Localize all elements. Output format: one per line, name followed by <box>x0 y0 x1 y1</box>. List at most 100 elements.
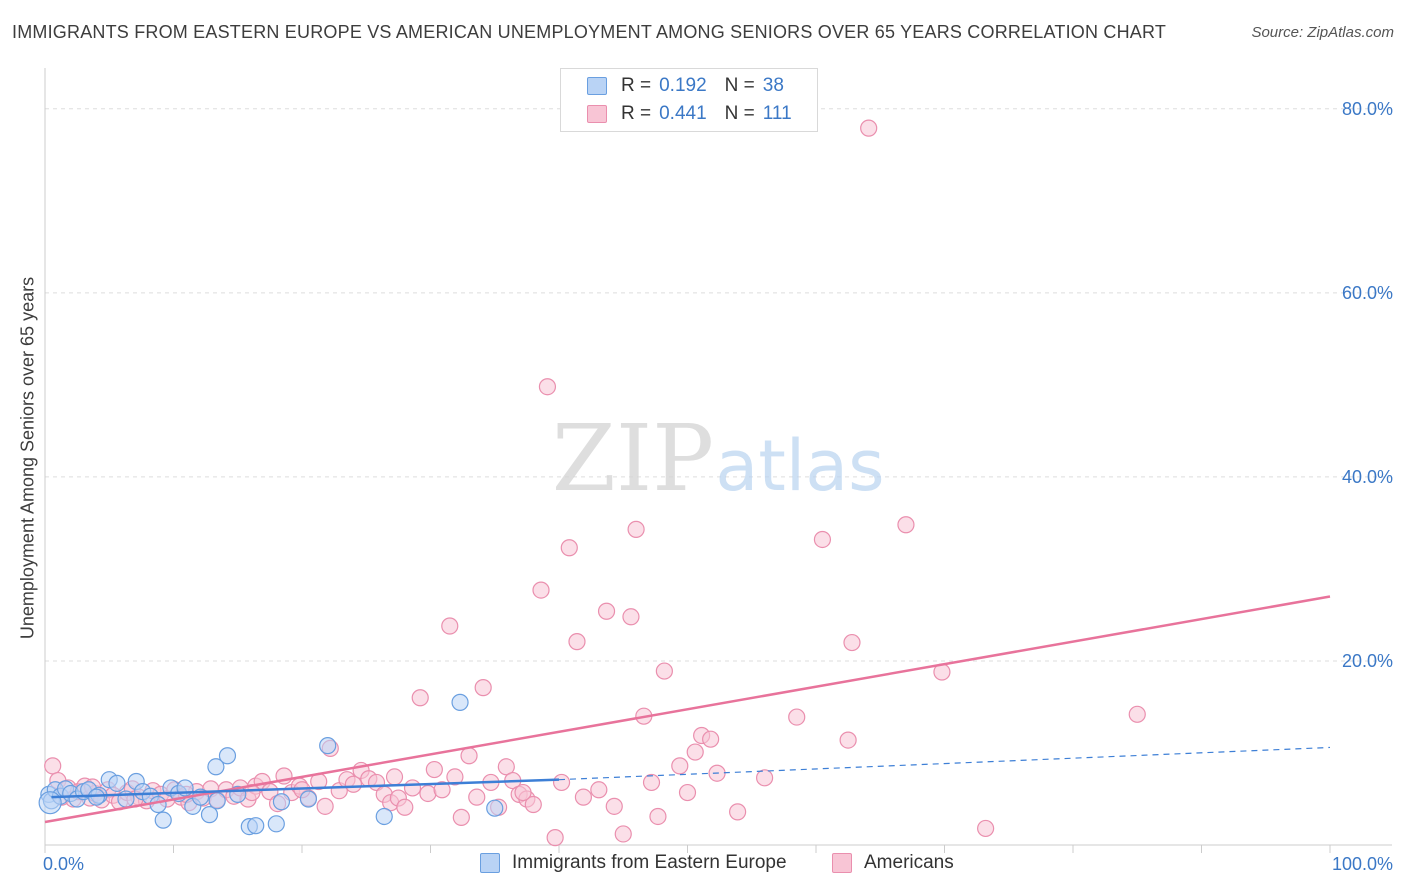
data-point-americans <box>425 760 443 779</box>
data-point-americans <box>788 708 806 726</box>
data-point-americans <box>649 807 667 826</box>
axes <box>44 68 1392 853</box>
data-point-americans <box>468 788 486 806</box>
tick-labels: 20.0% 40.0% 60.0% 80.0% 0.0% 100.0% <box>43 99 1393 874</box>
grid-lines <box>45 108 1392 662</box>
data-point-eastern-europe <box>272 793 291 811</box>
data-point-americans <box>396 798 414 816</box>
data-point-americans <box>560 539 578 557</box>
data-point-americans <box>514 783 532 802</box>
data-point-americans <box>419 784 437 803</box>
legend-n-value: 38 <box>762 75 784 96</box>
data-point-americans <box>813 530 832 549</box>
legend-row-americans: R = 0.441 N = 111 <box>587 102 792 126</box>
legend-r-label: R = <box>621 103 652 124</box>
data-point-americans <box>671 757 689 775</box>
data-point-eastern-europe <box>108 774 126 792</box>
data-point-eastern-europe <box>319 737 337 755</box>
data-point-americans <box>627 520 645 538</box>
legend-n-value: 111 <box>762 103 792 124</box>
legend-swatch-blue <box>480 853 500 873</box>
data-point-eastern-europe <box>87 788 106 806</box>
data-point-americans <box>686 743 704 761</box>
data-point-americans <box>546 829 564 847</box>
data-point-americans <box>755 769 774 787</box>
data-point-americans <box>702 730 720 748</box>
data-point-americans <box>403 779 422 797</box>
data-point-eastern-europe <box>154 811 172 829</box>
data-point-americans <box>655 662 673 680</box>
data-point-eastern-europe <box>375 807 393 826</box>
data-point-americans <box>860 119 878 137</box>
watermark-zip: ZIP <box>552 405 714 512</box>
legend-r-label: R = <box>621 75 652 96</box>
data-point-americans <box>1128 705 1146 723</box>
x-tick-label: 0.0% <box>43 854 84 874</box>
data-point-americans <box>590 781 608 799</box>
data-point-eastern-europe <box>486 799 504 817</box>
data-point-eastern-europe <box>149 795 167 814</box>
data-point-americans <box>897 516 915 534</box>
data-point-eastern-europe <box>299 790 318 808</box>
data-point-americans <box>524 795 542 814</box>
data-point-americans <box>729 803 747 821</box>
data-point-americans <box>843 633 861 652</box>
correlation-legend: R = 0.192 N = 38 R = 0.441 N = 111 <box>560 68 818 132</box>
data-point-americans <box>385 768 404 786</box>
data-point-americans <box>642 773 661 792</box>
y-tick-label: 20.0% <box>1342 651 1393 671</box>
data-point-americans <box>44 757 62 775</box>
legend-r-value: 0.192 <box>659 75 707 96</box>
data-point-americans <box>446 768 464 786</box>
data-point-eastern-europe <box>200 806 219 824</box>
data-point-americans <box>441 617 459 635</box>
data-point-americans <box>597 602 616 620</box>
source-label: Source: ZipAtlas.com <box>1251 24 1394 41</box>
data-point-eastern-europe <box>218 747 237 765</box>
data-point-americans <box>678 783 697 802</box>
data-point-americans <box>316 797 334 815</box>
data-point-eastern-europe <box>208 792 226 810</box>
data-point-americans <box>552 773 571 792</box>
y-axis-label: Unemployment Among Seniors over 65 years <box>17 276 38 640</box>
legend-swatch-pink <box>832 853 852 873</box>
data-point-americans <box>411 689 429 707</box>
legend-label-eastern-europe: Immigrants from Eastern Europe <box>512 852 787 873</box>
y-tick-label: 80.0% <box>1342 99 1393 119</box>
y-tick-label: 40.0% <box>1342 467 1393 487</box>
data-point-americans <box>433 781 451 799</box>
legend-n-label: N = <box>724 103 755 124</box>
legend-item-americans[interactable]: Americans <box>832 852 954 874</box>
watermark: ZIP atlas <box>552 405 885 512</box>
legend-swatch-blue <box>587 77 607 95</box>
trend-line-eastern-europe-projection <box>558 746 1331 781</box>
legend-r-value: 0.441 <box>659 103 707 124</box>
data-point-americans <box>497 758 515 776</box>
data-point-americans <box>839 731 857 749</box>
legend-row-eastern-europe: R = 0.192 N = 38 <box>587 74 784 98</box>
x-tick-label: 100.0% <box>1332 854 1393 874</box>
legend-swatch-pink <box>587 105 607 123</box>
data-point-americans <box>532 581 550 599</box>
data-point-americans <box>460 747 478 765</box>
data-point-eastern-europe <box>451 693 469 711</box>
data-point-americans <box>977 819 995 838</box>
data-point-eastern-europe <box>267 815 285 833</box>
trend-lines <box>44 595 1331 824</box>
data-point-americans <box>614 825 632 843</box>
data-point-americans <box>622 608 640 626</box>
data-point-americans <box>344 775 362 793</box>
legend-label-americans: Americans <box>864 852 954 873</box>
legend-item-eastern-europe[interactable]: Immigrants from Eastern Europe <box>480 852 787 874</box>
data-point-eastern-europe <box>207 758 225 776</box>
data-point-americans <box>452 808 470 826</box>
data-point-americans <box>538 378 557 396</box>
y-tick-label: 60.0% <box>1342 283 1393 303</box>
legend-n-label: N = <box>724 75 755 96</box>
data-point-americans <box>605 797 623 815</box>
watermark-atlas: atlas <box>715 425 884 507</box>
data-point-eastern-europe <box>38 791 62 815</box>
data-point-americans <box>568 633 586 651</box>
trend-line-eastern-europe <box>51 778 560 799</box>
